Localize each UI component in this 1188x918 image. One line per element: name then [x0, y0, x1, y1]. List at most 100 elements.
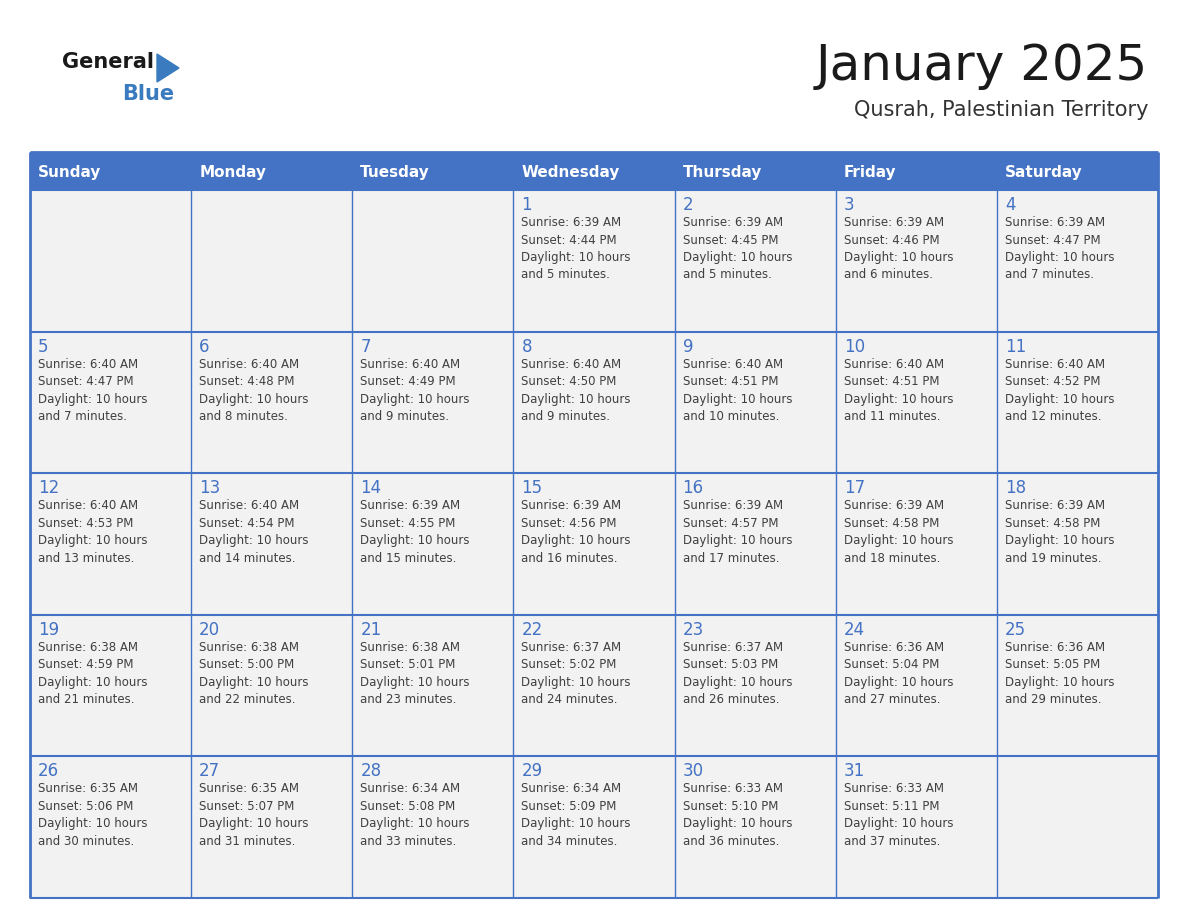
Text: Sunrise: 6:40 AM
Sunset: 4:48 PM
Daylight: 10 hours
and 8 minutes.: Sunrise: 6:40 AM Sunset: 4:48 PM Dayligh… [200, 358, 309, 423]
Bar [675, 331, 835, 473]
Text: Friday: Friday [843, 164, 896, 180]
Bar [30, 615, 191, 756]
Bar [675, 756, 835, 898]
Text: Sunrise: 6:40 AM
Sunset: 4:49 PM
Daylight: 10 hours
and 9 minutes.: Sunrise: 6:40 AM Sunset: 4:49 PM Dayligh… [360, 358, 469, 423]
Bar [30, 756, 191, 898]
Text: Wednesday: Wednesday [522, 164, 620, 180]
Text: Blue: Blue [122, 84, 175, 104]
Text: 31: 31 [843, 763, 865, 780]
Text: Sunrise: 6:34 AM
Sunset: 5:08 PM
Daylight: 10 hours
and 33 minutes.: Sunrise: 6:34 AM Sunset: 5:08 PM Dayligh… [360, 782, 469, 848]
Text: Sunrise: 6:37 AM
Sunset: 5:02 PM
Daylight: 10 hours
and 24 minutes.: Sunrise: 6:37 AM Sunset: 5:02 PM Dayligh… [522, 641, 631, 706]
Text: Sunrise: 6:33 AM
Sunset: 5:10 PM
Daylight: 10 hours
and 36 minutes.: Sunrise: 6:33 AM Sunset: 5:10 PM Dayligh… [683, 782, 792, 848]
Text: 9: 9 [683, 338, 693, 355]
Text: Sunrise: 6:36 AM
Sunset: 5:05 PM
Daylight: 10 hours
and 29 minutes.: Sunrise: 6:36 AM Sunset: 5:05 PM Dayligh… [1005, 641, 1114, 706]
Text: 14: 14 [360, 479, 381, 498]
Bar [997, 152, 1158, 190]
Bar [191, 756, 353, 898]
Text: Sunrise: 6:38 AM
Sunset: 5:00 PM
Daylight: 10 hours
and 22 minutes.: Sunrise: 6:38 AM Sunset: 5:00 PM Dayligh… [200, 641, 309, 706]
Text: 27: 27 [200, 763, 220, 780]
Bar [997, 331, 1158, 473]
Bar [835, 615, 997, 756]
Bar [191, 331, 353, 473]
Text: Sunrise: 6:40 AM
Sunset: 4:50 PM
Daylight: 10 hours
and 9 minutes.: Sunrise: 6:40 AM Sunset: 4:50 PM Dayligh… [522, 358, 631, 423]
Text: Sunrise: 6:39 AM
Sunset: 4:58 PM
Daylight: 10 hours
and 18 minutes.: Sunrise: 6:39 AM Sunset: 4:58 PM Dayligh… [843, 499, 953, 565]
Bar [997, 473, 1158, 615]
Bar [513, 152, 675, 190]
Text: Saturday: Saturday [1005, 164, 1082, 180]
Bar [353, 473, 513, 615]
Text: 11: 11 [1005, 338, 1026, 355]
Bar [353, 190, 513, 331]
Text: Sunrise: 6:39 AM
Sunset: 4:46 PM
Daylight: 10 hours
and 6 minutes.: Sunrise: 6:39 AM Sunset: 4:46 PM Dayligh… [843, 216, 953, 282]
Text: Thursday: Thursday [683, 164, 762, 180]
Bar [30, 190, 191, 331]
Text: Sunrise: 6:38 AM
Sunset: 5:01 PM
Daylight: 10 hours
and 23 minutes.: Sunrise: 6:38 AM Sunset: 5:01 PM Dayligh… [360, 641, 469, 706]
Text: Qusrah, Palestinian Territory: Qusrah, Palestinian Territory [853, 100, 1148, 120]
Text: Sunrise: 6:39 AM
Sunset: 4:58 PM
Daylight: 10 hours
and 19 minutes.: Sunrise: 6:39 AM Sunset: 4:58 PM Dayligh… [1005, 499, 1114, 565]
Text: 28: 28 [360, 763, 381, 780]
Text: Sunrise: 6:39 AM
Sunset: 4:55 PM
Daylight: 10 hours
and 15 minutes.: Sunrise: 6:39 AM Sunset: 4:55 PM Dayligh… [360, 499, 469, 565]
Text: Monday: Monday [200, 164, 266, 180]
Text: 16: 16 [683, 479, 703, 498]
Text: 24: 24 [843, 621, 865, 639]
Text: 10: 10 [843, 338, 865, 355]
Bar [835, 152, 997, 190]
Text: 5: 5 [38, 338, 49, 355]
Text: Tuesday: Tuesday [360, 164, 430, 180]
Bar [513, 756, 675, 898]
Text: 13: 13 [200, 479, 221, 498]
Polygon shape [157, 54, 179, 82]
Text: 26: 26 [38, 763, 59, 780]
Text: 19: 19 [38, 621, 59, 639]
Text: Sunrise: 6:33 AM
Sunset: 5:11 PM
Daylight: 10 hours
and 37 minutes.: Sunrise: 6:33 AM Sunset: 5:11 PM Dayligh… [843, 782, 953, 848]
Text: General: General [62, 52, 154, 72]
Text: January 2025: January 2025 [816, 42, 1148, 90]
Text: 18: 18 [1005, 479, 1026, 498]
Text: 15: 15 [522, 479, 543, 498]
Bar [835, 331, 997, 473]
Bar [353, 331, 513, 473]
Text: Sunrise: 6:35 AM
Sunset: 5:07 PM
Daylight: 10 hours
and 31 minutes.: Sunrise: 6:35 AM Sunset: 5:07 PM Dayligh… [200, 782, 309, 848]
Bar [513, 331, 675, 473]
Text: Sunrise: 6:40 AM
Sunset: 4:52 PM
Daylight: 10 hours
and 12 minutes.: Sunrise: 6:40 AM Sunset: 4:52 PM Dayligh… [1005, 358, 1114, 423]
Bar [353, 615, 513, 756]
Text: 7: 7 [360, 338, 371, 355]
Text: Sunrise: 6:38 AM
Sunset: 4:59 PM
Daylight: 10 hours
and 21 minutes.: Sunrise: 6:38 AM Sunset: 4:59 PM Dayligh… [38, 641, 147, 706]
Bar [675, 473, 835, 615]
Text: 20: 20 [200, 621, 220, 639]
Text: 8: 8 [522, 338, 532, 355]
Bar [675, 152, 835, 190]
Text: Sunrise: 6:34 AM
Sunset: 5:09 PM
Daylight: 10 hours
and 34 minutes.: Sunrise: 6:34 AM Sunset: 5:09 PM Dayligh… [522, 782, 631, 848]
Text: Sunrise: 6:40 AM
Sunset: 4:53 PM
Daylight: 10 hours
and 13 minutes.: Sunrise: 6:40 AM Sunset: 4:53 PM Dayligh… [38, 499, 147, 565]
Bar [353, 756, 513, 898]
Text: Sunrise: 6:40 AM
Sunset: 4:54 PM
Daylight: 10 hours
and 14 minutes.: Sunrise: 6:40 AM Sunset: 4:54 PM Dayligh… [200, 499, 309, 565]
Text: Sunrise: 6:39 AM
Sunset: 4:45 PM
Daylight: 10 hours
and 5 minutes.: Sunrise: 6:39 AM Sunset: 4:45 PM Dayligh… [683, 216, 792, 282]
Bar [191, 190, 353, 331]
Bar [191, 152, 353, 190]
Text: 17: 17 [843, 479, 865, 498]
Bar [353, 152, 513, 190]
Text: Sunrise: 6:39 AM
Sunset: 4:44 PM
Daylight: 10 hours
and 5 minutes.: Sunrise: 6:39 AM Sunset: 4:44 PM Dayligh… [522, 216, 631, 282]
Text: 21: 21 [360, 621, 381, 639]
Bar [191, 615, 353, 756]
Text: 29: 29 [522, 763, 543, 780]
Text: 22: 22 [522, 621, 543, 639]
Text: Sunrise: 6:39 AM
Sunset: 4:57 PM
Daylight: 10 hours
and 17 minutes.: Sunrise: 6:39 AM Sunset: 4:57 PM Dayligh… [683, 499, 792, 565]
Bar [997, 615, 1158, 756]
Text: 3: 3 [843, 196, 854, 214]
Bar [513, 190, 675, 331]
Bar [835, 756, 997, 898]
Text: Sunrise: 6:40 AM
Sunset: 4:47 PM
Daylight: 10 hours
and 7 minutes.: Sunrise: 6:40 AM Sunset: 4:47 PM Dayligh… [38, 358, 147, 423]
Text: 6: 6 [200, 338, 209, 355]
Bar [675, 190, 835, 331]
Text: 23: 23 [683, 621, 703, 639]
Bar [513, 473, 675, 615]
Text: 2: 2 [683, 196, 693, 214]
Bar [835, 473, 997, 615]
Text: Sunrise: 6:39 AM
Sunset: 4:56 PM
Daylight: 10 hours
and 16 minutes.: Sunrise: 6:39 AM Sunset: 4:56 PM Dayligh… [522, 499, 631, 565]
Text: 30: 30 [683, 763, 703, 780]
Text: Sunrise: 6:40 AM
Sunset: 4:51 PM
Daylight: 10 hours
and 10 minutes.: Sunrise: 6:40 AM Sunset: 4:51 PM Dayligh… [683, 358, 792, 423]
Text: 12: 12 [38, 479, 59, 498]
Bar [30, 331, 191, 473]
Bar [191, 473, 353, 615]
